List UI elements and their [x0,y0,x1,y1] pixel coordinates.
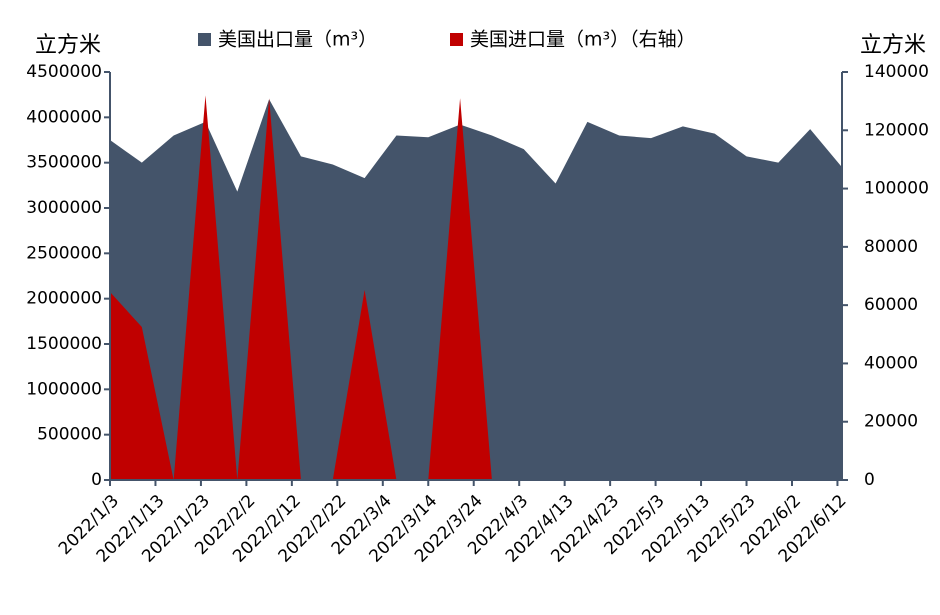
y-tick-label: 3500000 [26,153,102,173]
y-tick-label: 3000000 [26,198,102,218]
legend-label: 美国出口量（m³） [218,29,377,51]
y-tick-label: 500000 [37,425,102,445]
y2-tick-label: 80000 [864,237,918,257]
y-tick-label: 1500000 [26,334,102,354]
y-axis-label: 立方米 [35,33,101,58]
y-tick-label: 2500000 [26,243,102,263]
y2-tick-label: 100000 [864,179,929,199]
y-tick-label: 2000000 [26,289,102,309]
area [110,95,492,481]
y2-tick-label: 20000 [864,412,918,432]
y-tick-label: 4000000 [26,107,102,127]
legend-swatch [450,33,463,46]
y-tick-label: 4500000 [26,62,102,82]
y2-axis-label: 立方米 [860,33,926,58]
legend-swatch [198,33,211,46]
y2-tick-label: 120000 [864,120,929,140]
y2-tick-label: 40000 [864,353,918,373]
y2-tick-label: 60000 [864,295,918,315]
y2-tick-label: 140000 [864,62,929,82]
legend-label: 美国进口量（m³）（右轴） [470,29,696,51]
y-tick-label: 1000000 [26,379,102,399]
y-tick-label: 0 [91,470,102,490]
y2-tick-label: 0 [864,470,875,490]
